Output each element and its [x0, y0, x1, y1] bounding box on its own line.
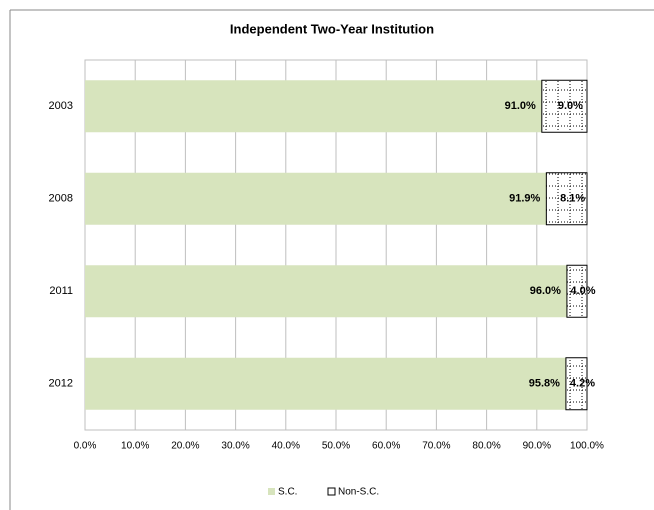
- data-label: 96.0%: [530, 285, 561, 297]
- bar-segment: [85, 172, 547, 225]
- x-tick-label: 30.0%: [221, 441, 249, 452]
- bar-segment: [565, 357, 588, 411]
- bar-segment: [545, 172, 588, 226]
- bar-segment: [566, 264, 588, 318]
- y-tick-label: 2008: [49, 193, 73, 205]
- data-label: 4.2%: [570, 378, 595, 390]
- x-tick-label: 10.0%: [121, 441, 149, 452]
- data-label: 95.8%: [529, 378, 560, 390]
- bar-segment: [85, 265, 567, 318]
- y-tick-label: 2012: [49, 378, 73, 390]
- data-label: 9.0%: [558, 100, 583, 112]
- x-tick-label: 60.0%: [372, 441, 400, 452]
- plot-border: [84, 59, 588, 431]
- chart-title: Independent Two-Year Institution: [230, 21, 434, 36]
- legend-label: Non-S.C.: [338, 487, 379, 498]
- data-label: 4.0%: [570, 285, 595, 297]
- data-label: 91.9%: [509, 193, 540, 205]
- bar-segment: [85, 357, 566, 410]
- legend-swatch: [327, 487, 336, 496]
- y-tick-label: 2011: [49, 285, 73, 297]
- x-tick-label: 90.0%: [523, 441, 551, 452]
- x-tick-label: 70.0%: [422, 441, 450, 452]
- data-label: 8.1%: [560, 193, 585, 205]
- x-tick-label: 0.0%: [74, 441, 97, 452]
- x-tick-label: 100.0%: [570, 441, 604, 452]
- data-label: 91.0%: [505, 100, 536, 112]
- legend-swatch: [268, 488, 275, 495]
- legend-label: S.C.: [278, 487, 297, 498]
- bar-segment: [85, 80, 542, 133]
- x-tick-label: 20.0%: [171, 441, 199, 452]
- bar-segment: [541, 79, 588, 133]
- x-tick-label: 50.0%: [322, 441, 350, 452]
- x-tick-label: 80.0%: [472, 441, 500, 452]
- x-tick-label: 40.0%: [272, 441, 300, 452]
- y-tick-label: 2003: [49, 100, 73, 112]
